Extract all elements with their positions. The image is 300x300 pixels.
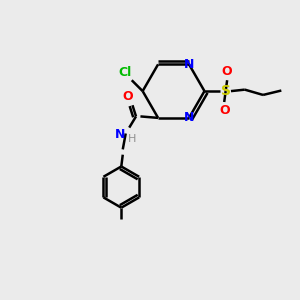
Text: O: O	[123, 91, 134, 103]
Text: O: O	[222, 65, 232, 79]
Text: O: O	[219, 104, 230, 117]
Text: H: H	[128, 134, 136, 144]
Text: N: N	[184, 111, 194, 124]
Text: N: N	[115, 128, 126, 141]
Text: Cl: Cl	[118, 66, 132, 79]
Text: S: S	[221, 84, 231, 98]
Text: N: N	[184, 58, 194, 71]
